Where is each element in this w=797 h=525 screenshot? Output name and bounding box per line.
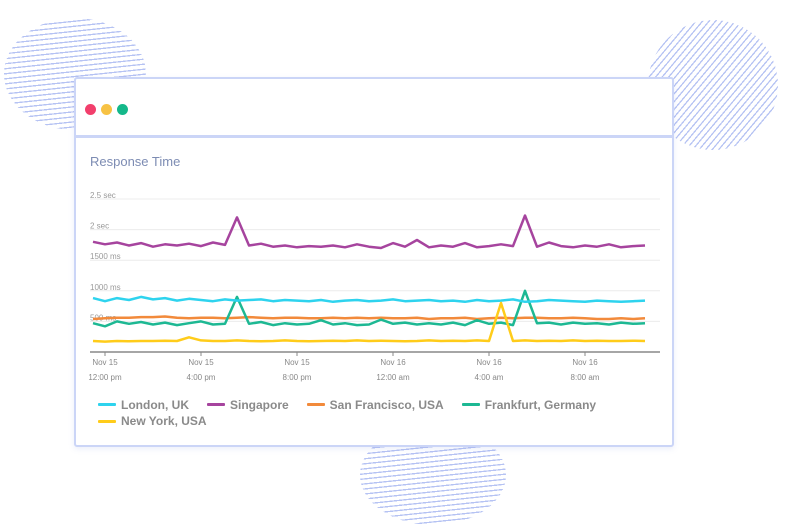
series-line-london-uk [92,295,646,304]
minimize-dot-icon[interactable] [101,104,112,115]
legend-item[interactable]: Frankfurt, Germany [461,397,597,412]
series-line-new-york-usa [92,301,646,343]
x-tick-label: Nov 16 [572,358,598,367]
browser-window: Response Time 500 ms 1000 ms 1500 ms 2 sec 2… [74,77,674,447]
x-tick-label: Nov 15 [92,358,118,367]
legend-item[interactable]: San Francisco, USA [306,397,444,412]
legend-item[interactable]: New York, USA [98,414,207,428]
legend-swatch [206,403,225,406]
chart-title: Response Time [90,154,181,169]
y-tick-label: 1000 ms [90,283,121,292]
x-tick-label: 4:00 pm [187,373,216,382]
x-tick-label: Nov 16 [380,358,406,367]
series-line-singapore [92,214,646,250]
x-tick-label: 12:00 am [376,373,410,382]
y-tick-label: 1500 ms [90,252,121,261]
x-tick-label: Nov 15 [188,358,214,367]
x-tick-label: 8:00 pm [283,373,312,382]
chart-legend: London, UK Singapore San Francisco, USA Fra… [98,395,618,428]
legend-item[interactable]: London, UK [98,398,189,412]
x-tick-label: 12:00 pm [88,373,122,382]
x-tick-label: Nov 16 [476,358,502,367]
x-tick-label: 4:00 am [475,373,504,382]
close-dot-icon[interactable] [85,104,96,115]
legend-label: London, UK [121,397,189,412]
legend-swatch [98,403,116,406]
legend-label: San Francisco, USA [329,397,444,412]
window-header [76,79,672,138]
series-line-frankfurt-germany [92,289,646,328]
x-tick-label: Nov 15 [284,358,310,367]
legend-label: Frankfurt, Germany [484,397,597,412]
y-tick-label: 2.5 sec [90,191,116,200]
series-line-san-francisco-usa [92,315,646,321]
legend-label: Singapore [229,397,289,412]
legend-swatch [98,419,116,423]
legend-swatch [306,403,325,406]
x-tick-label: 8:00 am [571,373,600,382]
legend-label: New York, USA [121,414,207,428]
y-tick-label: 2 sec [90,222,109,231]
legend-swatch [461,403,480,406]
maximize-dot-icon[interactable] [117,104,128,115]
legend-item[interactable]: Singapore [206,397,289,412]
